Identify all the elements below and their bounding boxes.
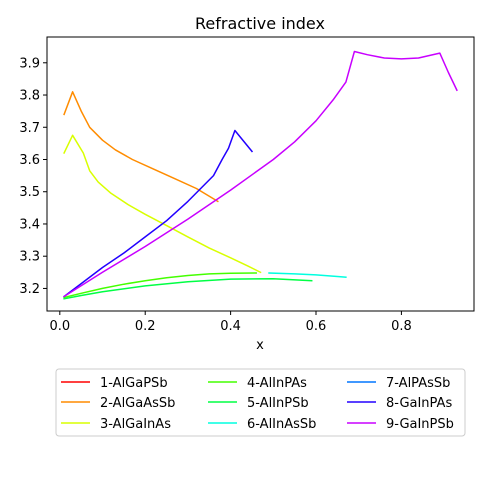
legend-entry-label: 6-AlInAsSb [247, 417, 316, 432]
series-line-5 [63, 278, 313, 300]
chart-title: Refractive index [195, 14, 325, 33]
y-axis-ticks: 3.2 3.3 3.4 3.5 3.6 3.7 3.8 3.9 [19, 56, 47, 297]
legend-frame [55, 368, 466, 437]
y-tick-label: 3.7 [19, 121, 40, 136]
series-line-6 [268, 272, 347, 279]
series-line-2 [63, 91, 219, 203]
x-axis-label: x [256, 338, 264, 353]
legend-entry-label: 1-AlGaPSb [100, 376, 168, 391]
series-line-9 [63, 50, 458, 298]
series-line-3 [63, 134, 262, 274]
y-tick-label: 3.8 [19, 89, 40, 104]
series-lines [63, 50, 458, 300]
x-tick-label: 0.2 [135, 319, 156, 334]
legend: 1-AlGaPSb 2-AlGaAsSb 3-AlGaInAs 4-AlInPAs 5-… [55, 368, 466, 437]
x-axis-ticks: 0.0 0.2 0.4 0.6 0.8 [49, 311, 412, 334]
y-tick-label: 3.5 [19, 185, 40, 200]
y-tick-label: 3.2 [19, 282, 40, 297]
legend-entry-label: 5-AlInPSb [247, 396, 309, 411]
legend-entry-label: 9-GaInPSb [386, 417, 454, 432]
series-line-8 [63, 129, 254, 298]
y-tick-label: 3.4 [19, 217, 40, 232]
y-tick-label: 3.6 [19, 153, 40, 168]
x-tick-label: 0.0 [49, 319, 70, 334]
x-tick-label: 0.8 [391, 319, 412, 334]
legend-entry-label: 7-AlPAsSb [386, 376, 450, 391]
legend-entry-label: 4-AlInPAs [247, 376, 307, 391]
legend-entry-label: 8-GaInPAs [386, 396, 452, 411]
x-tick-label: 0.6 [306, 319, 327, 334]
x-tick-label: 0.4 [220, 319, 241, 334]
legend-entry-label: 2-AlGaAsSb [100, 396, 175, 411]
series-line-4 [63, 272, 257, 299]
y-tick-label: 3.9 [19, 56, 40, 71]
y-tick-label: 3.3 [19, 250, 40, 265]
plot-frame [46, 36, 475, 312]
legend-entry-label: 3-AlGaInAs [100, 417, 171, 432]
